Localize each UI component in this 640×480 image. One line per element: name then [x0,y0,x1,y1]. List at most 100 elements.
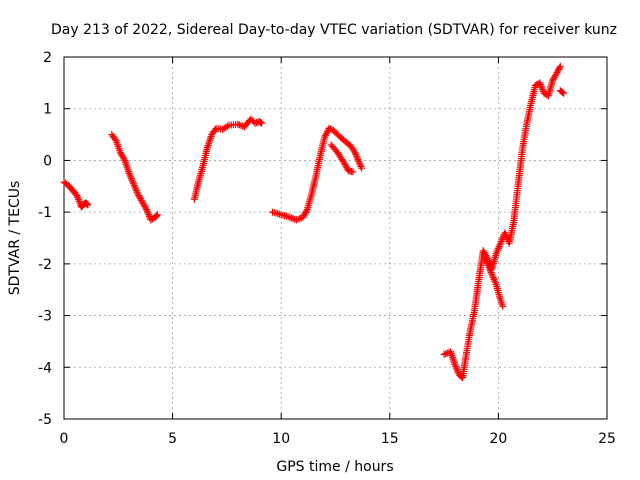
data-point [143,207,151,215]
data-point [491,277,499,285]
data-point [494,246,502,254]
data-point [354,156,362,164]
data-point [355,157,363,165]
data-point [234,120,242,128]
data-point [537,82,545,90]
data-point [496,241,504,249]
data-point [130,181,138,189]
data-point [356,161,364,169]
data-point [484,260,492,268]
data-point [126,171,134,179]
data-point [128,176,136,184]
data-point [288,214,296,222]
data-point [536,79,544,87]
y-tick-label: -1 [38,205,52,221]
data-point [539,86,547,94]
x-axis-label: GPS time / hours [276,459,393,475]
data-point [129,178,137,186]
data-point [258,119,266,127]
data-point [451,361,459,369]
data-point [489,272,497,280]
x-tick-label: 5 [168,431,177,447]
y-tick-label: 0 [43,153,52,169]
data-point [349,168,357,176]
data-point [352,150,360,158]
data-point [452,364,460,372]
data-point [120,155,128,163]
x-tick-label: 10 [272,431,290,447]
data-point [536,81,544,89]
data-point [490,275,498,283]
data-point [560,89,568,97]
data-point [352,152,360,160]
data-point [453,366,461,374]
data-point [485,263,493,271]
data-point [552,70,560,78]
data-point [84,201,92,209]
data-point [143,206,151,214]
y-tick-labels: -5 -4 -3 -2 -1 0 1 2 [38,50,52,428]
data-point [125,169,133,177]
x-tick-label: 25 [598,431,616,447]
x-tick-label: 20 [489,431,507,447]
y-tick-label: -2 [38,257,52,273]
x-tick-label: 15 [381,431,399,447]
data-point [131,183,139,191]
data-point [152,212,160,220]
data-point [289,215,297,223]
data-point [351,149,359,157]
data-point [556,62,564,70]
data-point [286,213,294,221]
data-point [357,162,365,170]
data-point [302,207,310,215]
data-point [553,69,561,77]
data-point [358,164,366,172]
data-point [497,239,505,247]
data-point [130,180,138,188]
y-tick-label: 1 [43,102,52,118]
y-tick-label: -4 [38,360,52,376]
data-point [353,154,361,162]
data-point [127,175,135,183]
x-tick-labels: 0 5 10 15 20 25 [60,431,616,447]
data-point [487,268,495,276]
data-point [142,204,150,212]
y-tick-label: -3 [38,309,52,325]
chart-title: Day 213 of 2022, Sidereal Day-to-day VTE… [51,22,617,38]
axis-ticks [63,56,608,420]
data-point [132,187,140,195]
data-point [211,126,219,134]
grid-lines [64,57,607,419]
data-point [555,64,563,72]
data-point [235,121,243,129]
data-point [497,237,505,245]
y-tick-label: -5 [38,412,52,428]
data-point [501,229,509,237]
data-point [488,270,496,278]
data-point [132,185,140,193]
data-point [502,232,510,240]
plot-frame [63,56,608,420]
data-point [296,215,304,223]
data-point [486,265,494,273]
data-point [153,212,161,220]
data-point [484,262,492,270]
x-tick-label: 0 [60,431,69,447]
data-point [558,88,566,96]
data-point [83,200,91,208]
data-point [223,122,231,130]
data-point [145,211,153,219]
data-point [153,211,161,219]
data-point [495,243,503,251]
data-point [554,67,562,75]
data-point [492,279,500,287]
data-point [294,215,302,223]
data-point [452,362,460,370]
data-point [489,274,497,282]
data-point [440,350,448,358]
data-point [492,250,500,258]
data-point [355,159,363,167]
data-point [538,84,546,92]
data-point [493,248,501,256]
